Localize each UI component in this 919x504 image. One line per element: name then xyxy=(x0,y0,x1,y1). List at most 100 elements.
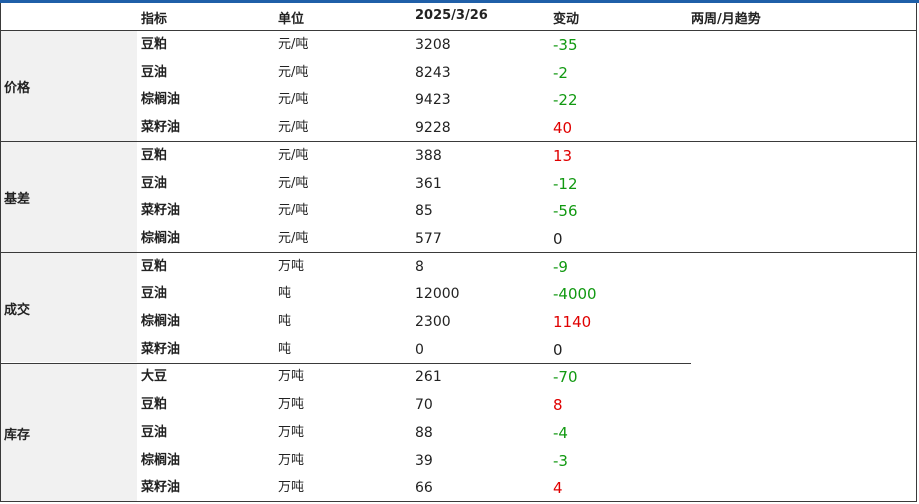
table-row: 豆油 元/吨 361 -12 xyxy=(0,170,700,198)
row-change: -9 xyxy=(553,257,568,276)
row-item: 菜籽油 xyxy=(141,480,181,496)
row-value: 88 xyxy=(415,424,433,441)
row-value: 8 xyxy=(415,258,424,275)
table-row: 豆油 元/吨 8243 -2 xyxy=(0,59,700,87)
group-cell: 价格 xyxy=(1,31,137,141)
table-row: 豆粕 元/吨 388 13 xyxy=(0,142,700,170)
row-divider xyxy=(0,30,917,31)
row-unit: 万吨 xyxy=(278,369,305,385)
group-cell: 成交 xyxy=(1,252,137,363)
row-value: 261 xyxy=(415,369,442,386)
row-item: 棕榈油 xyxy=(141,452,181,468)
row-value: 3208 xyxy=(415,37,451,53)
row-change: 8 xyxy=(553,396,563,415)
table-row: 棕榈油 元/吨 9423 -22 xyxy=(0,86,700,114)
row-unit: 元/吨 xyxy=(278,203,309,219)
row-unit: 万吨 xyxy=(278,452,305,468)
top-accent-bar xyxy=(0,0,919,3)
row-change: -4000 xyxy=(553,285,597,304)
row-divider xyxy=(0,141,917,142)
row-value: 66 xyxy=(415,480,433,497)
table-row: 豆油 吨 12000 -4000 xyxy=(0,280,700,308)
row-unit: 元/吨 xyxy=(278,37,309,52)
row-value: 12000 xyxy=(415,286,460,303)
group-label: 价格 xyxy=(4,81,31,97)
row-change: -12 xyxy=(553,174,578,193)
group-label: 库存 xyxy=(4,427,31,443)
row-change: 40 xyxy=(553,119,573,138)
row-divider xyxy=(0,363,691,364)
group-cell: 库存 xyxy=(1,363,137,501)
row-change: 4 xyxy=(553,479,563,498)
header-change: 变动 xyxy=(553,12,580,27)
row-change: -70 xyxy=(553,368,578,387)
row-value: 39 xyxy=(415,452,433,469)
row-item: 大豆 xyxy=(141,369,168,385)
table-row: 棕榈油 吨 2300 1140 xyxy=(0,308,700,336)
row-unit: 元/吨 xyxy=(278,175,309,191)
header-date: 2025/3/26 xyxy=(415,8,488,23)
row-item: 豆油 xyxy=(141,424,168,440)
row-change: -35 xyxy=(553,36,578,54)
row-value: 361 xyxy=(415,175,442,192)
table-row: 豆粕 元/吨 3208 -35 xyxy=(0,31,700,59)
row-item: 豆油 xyxy=(141,64,168,80)
row-unit: 万吨 xyxy=(278,424,305,440)
row-unit: 万吨 xyxy=(278,480,305,496)
header-indicator: 指标 xyxy=(141,12,168,27)
row-change: -4 xyxy=(553,423,568,442)
row-unit: 元/吨 xyxy=(278,92,309,108)
table-row: 豆粕 万吨 8 -9 xyxy=(0,253,700,281)
header-unit: 单位 xyxy=(278,12,305,27)
row-item: 豆粕 xyxy=(141,37,168,52)
row-item: 棕榈油 xyxy=(141,314,181,329)
row-unit: 吨 xyxy=(278,341,292,357)
row-unit: 元/吨 xyxy=(278,64,309,80)
row-item: 豆油 xyxy=(141,175,168,191)
table-row: 棕榈油 万吨 39 -3 xyxy=(0,447,700,475)
group-cell: 基差 xyxy=(1,141,137,252)
row-change: 0 xyxy=(553,229,563,248)
table-row: 豆油 万吨 88 -4 xyxy=(0,419,700,447)
table-row: 菜籽油 万吨 66 4 xyxy=(0,474,700,502)
table-row: 菜籽油 元/吨 9228 40 xyxy=(0,114,700,142)
row-item: 菜籽油 xyxy=(141,341,181,357)
row-item: 菜籽油 xyxy=(141,203,181,219)
table-row: 豆粕 万吨 70 8 xyxy=(0,391,700,419)
row-value: 70 xyxy=(415,397,433,414)
row-change: -2 xyxy=(553,63,568,82)
row-unit: 万吨 xyxy=(278,258,305,274)
row-change: -22 xyxy=(553,91,578,110)
table-row: 菜籽油 吨 0 0 xyxy=(0,336,700,364)
row-item: 棕榈油 xyxy=(141,92,181,108)
row-change: -3 xyxy=(553,451,568,470)
row-value: 9228 xyxy=(415,120,451,137)
row-unit: 吨 xyxy=(278,314,292,329)
row-item: 豆粕 xyxy=(141,147,168,163)
row-item: 菜籽油 xyxy=(141,120,181,136)
row-change: 13 xyxy=(553,146,573,165)
table-row: 菜籽油 元/吨 85 -56 xyxy=(0,197,700,225)
row-item: 棕榈油 xyxy=(141,230,181,246)
row-unit: 元/吨 xyxy=(278,147,309,163)
table-row: 大豆 万吨 261 -70 xyxy=(0,363,700,391)
row-unit: 万吨 xyxy=(278,397,305,413)
row-value: 2300 xyxy=(415,314,451,330)
group-label: 基差 xyxy=(4,192,31,208)
row-unit: 吨 xyxy=(278,286,292,302)
table-row: 棕榈油 元/吨 577 0 xyxy=(0,225,700,253)
row-change: 1140 xyxy=(553,313,592,331)
row-item: 豆粕 xyxy=(141,397,168,413)
row-unit: 元/吨 xyxy=(278,230,309,246)
row-value: 577 xyxy=(415,230,442,247)
row-value: 0 xyxy=(415,341,424,358)
row-value: 8243 xyxy=(415,64,451,81)
row-value: 85 xyxy=(415,203,433,220)
row-value: 9423 xyxy=(415,92,451,109)
row-item: 豆油 xyxy=(141,286,168,302)
row-item: 豆粕 xyxy=(141,258,168,274)
header-trend: 两周/月趋势 xyxy=(691,12,761,27)
row-change: 0 xyxy=(553,340,563,359)
row-divider xyxy=(0,252,917,253)
group-label: 成交 xyxy=(4,302,31,318)
